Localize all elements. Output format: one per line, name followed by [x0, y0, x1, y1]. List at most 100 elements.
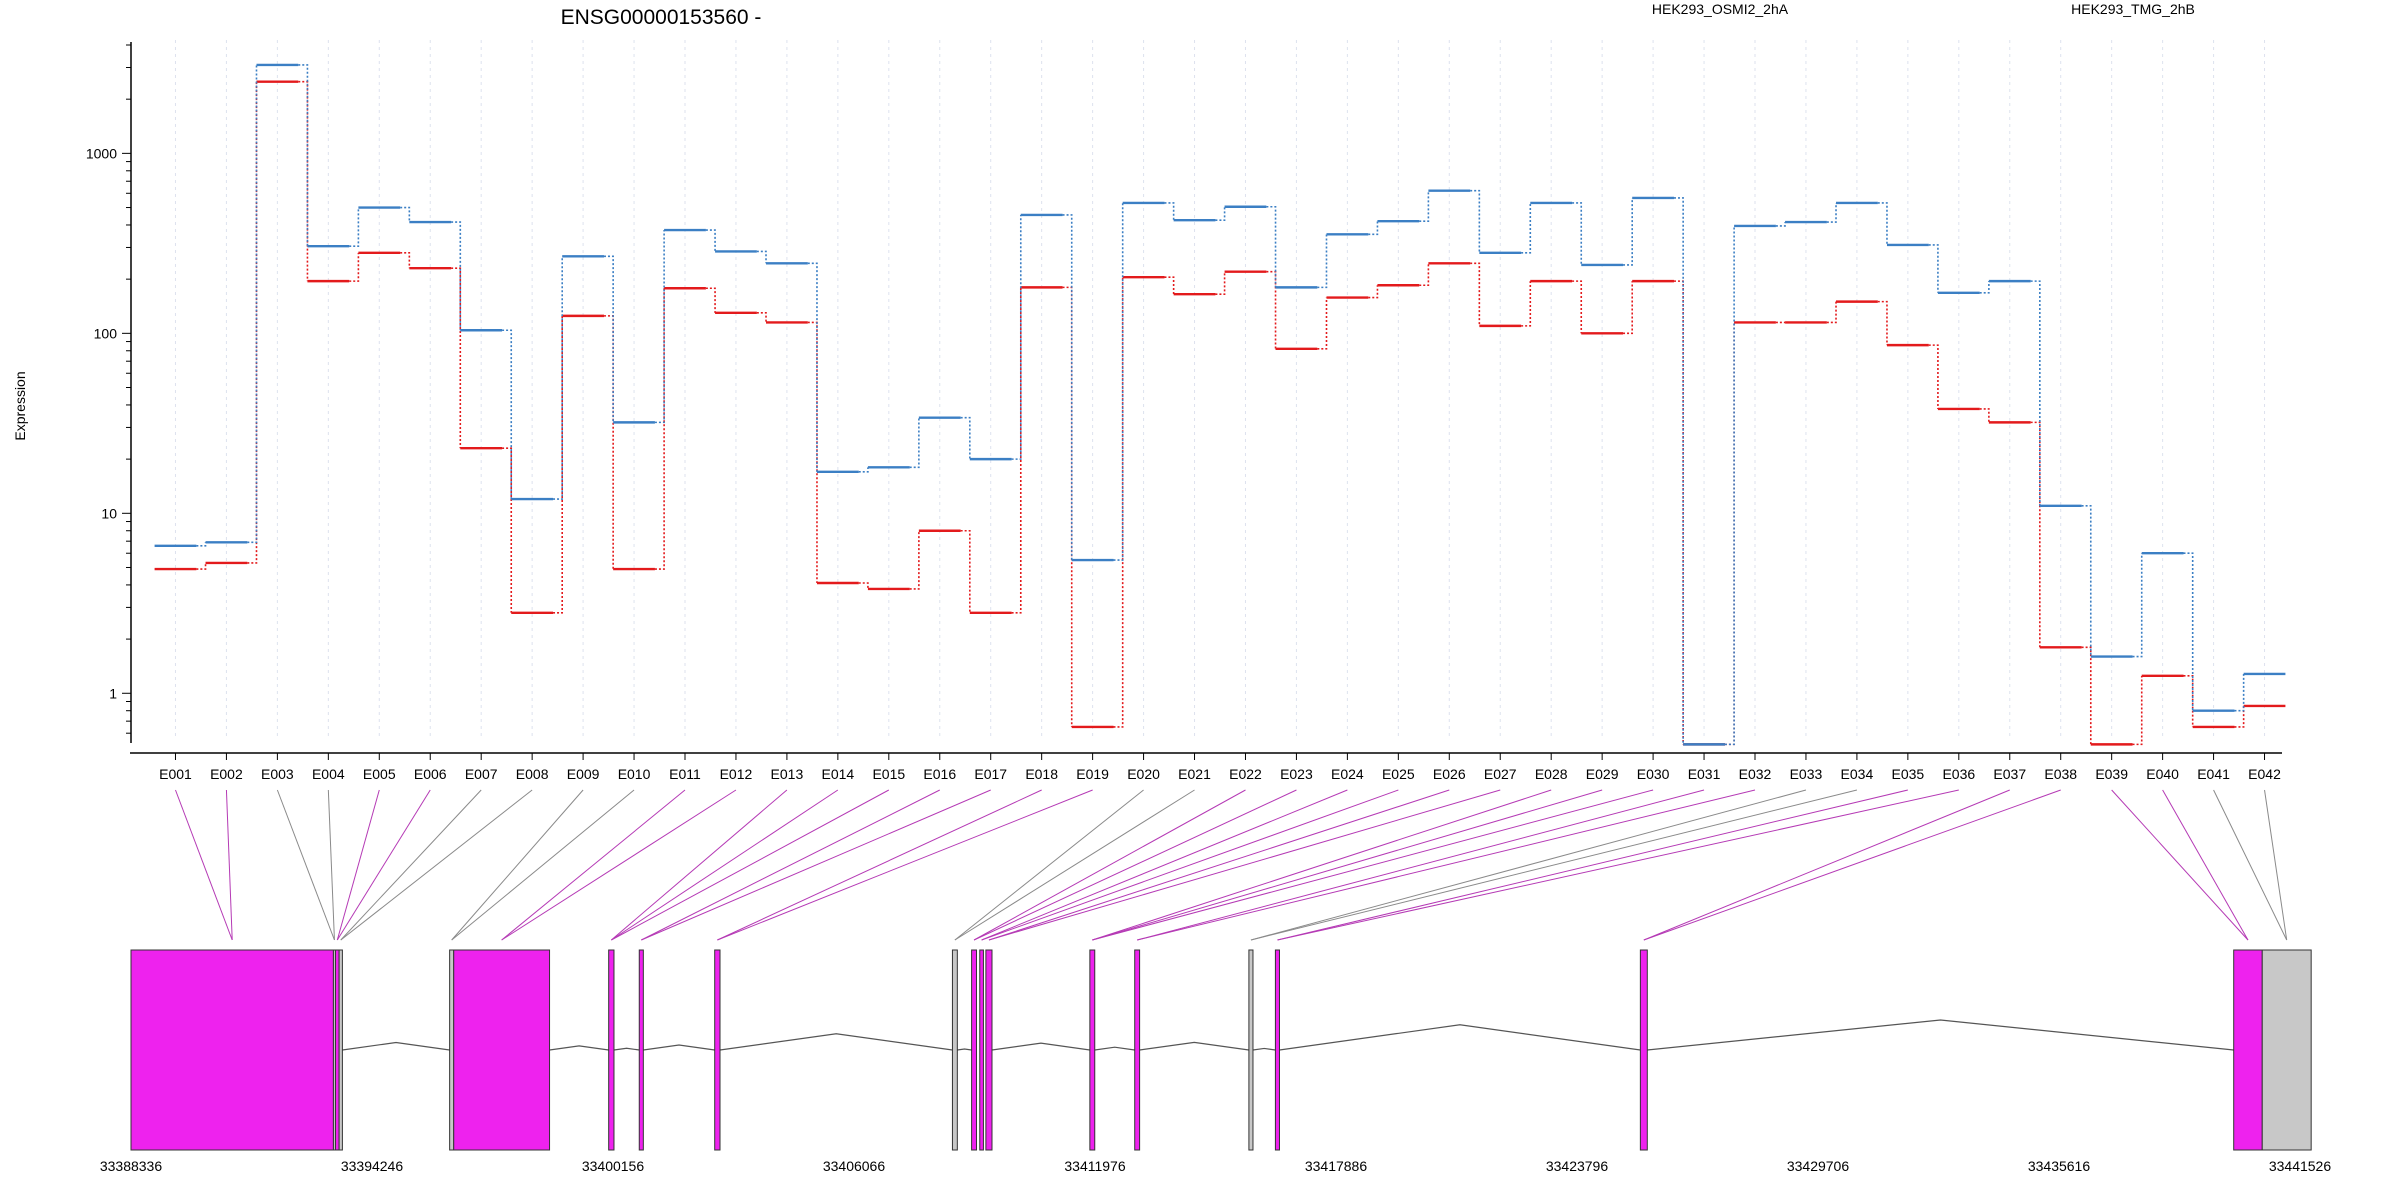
series-connector [1266, 270, 1277, 349]
x-tick-label: E038 [2044, 766, 2077, 782]
series-connector [654, 288, 665, 570]
exon-connector-line [641, 789, 991, 941]
coordinate-label: 33406066 [823, 1158, 886, 1174]
exon-block-differential [638, 949, 644, 1151]
series-connector [1572, 280, 1583, 334]
coordinate-label: 33429706 [1787, 1158, 1850, 1174]
series-connector [1877, 202, 1888, 245]
exon-connector-line [1137, 789, 1756, 941]
x-tick-label: E034 [1841, 766, 1874, 782]
vertical-gridlines [174, 40, 2266, 740]
x-tick-label: E024 [1331, 766, 1364, 782]
series-connector [2081, 646, 2092, 745]
exon-connector-line [981, 789, 1348, 941]
x-tick-label: E037 [1993, 766, 2026, 782]
exon-connector-line [1137, 789, 1705, 941]
series-connector [1215, 271, 1226, 295]
series-connector [705, 287, 716, 313]
series-connector [1572, 202, 1583, 265]
exon-block-differential [1274, 949, 1280, 1151]
coordinate-label: 33411976 [1064, 1158, 1125, 1174]
series-lines [154, 63, 2286, 746]
gene-model-track [130, 949, 2312, 1151]
exon-connector-line [954, 789, 1144, 941]
exon-connector-line [1643, 789, 2061, 941]
series-connector [1113, 202, 1124, 561]
chart-title: ENSG00000153560 - [561, 6, 762, 29]
exon-connector-line [981, 789, 1399, 941]
x-tick-label: E007 [465, 766, 498, 782]
exon-connector-line [225, 789, 233, 941]
x-tick-label: E023 [1280, 766, 1313, 782]
y-tick-label: 1 [109, 685, 117, 701]
exon-block-differential [979, 949, 984, 1151]
x-tick-label: E012 [720, 766, 753, 782]
series-connector [502, 447, 513, 613]
exon-block-differential [1134, 949, 1141, 1151]
exon-block-differential [985, 949, 993, 1151]
series-connector [400, 252, 411, 269]
genomic-coordinate-axis: 33388336 33394246 33400156 33406066 33411976… [100, 1158, 2332, 1174]
x-tick-label: E004 [312, 766, 345, 782]
x-tick-label: E025 [1382, 766, 1415, 782]
coordinate-label: 33423796 [1546, 1158, 1609, 1174]
intron-line [719, 1033, 953, 1051]
x-tick-label: E042 [2248, 766, 2281, 782]
exon-connector-line [451, 789, 584, 941]
exon-connector-line [641, 789, 940, 941]
exon-connector-line [2111, 789, 2249, 941]
exon-connector-line [276, 789, 335, 941]
series-connector [909, 530, 920, 590]
exon-block [951, 949, 958, 1151]
series-connector [1419, 190, 1430, 222]
coordinate-label: 33394246 [341, 1158, 404, 1174]
series-connector [2030, 421, 2041, 648]
coordinate-label: 33441526 [2269, 1158, 2332, 1174]
x-tick-label: E030 [1637, 766, 1670, 782]
exon-connector-line [1643, 789, 2010, 941]
exon-connector-line [1277, 789, 1908, 941]
series-connector [1470, 189, 1481, 253]
series-connector [1928, 244, 1939, 293]
series-connector [400, 206, 411, 223]
series-connector [1011, 214, 1022, 460]
series-connector [1724, 225, 1735, 746]
x-tick-label: E015 [872, 766, 905, 782]
intron-line [991, 1042, 1090, 1051]
exon-connector-line [2162, 789, 2249, 941]
legend-series-tmg: HEK293_TMG_2hB [2071, 1, 2195, 17]
series-connector [1368, 221, 1379, 236]
exon-connector-line [340, 789, 533, 941]
series-connector [298, 64, 309, 247]
exon-block [1248, 949, 1254, 1151]
series-connector [807, 262, 818, 472]
exon-connector-line [988, 789, 1501, 941]
exon-connector-line [1092, 789, 1552, 941]
series-connector [1623, 281, 1634, 335]
exon-connector-line [1277, 789, 1959, 941]
exon-connector-line [973, 789, 1297, 941]
x-tick-label: E008 [516, 766, 549, 782]
x-tick-label: E041 [2197, 766, 2230, 782]
series-connector [2030, 280, 2041, 506]
exon-block-differential [971, 949, 977, 1151]
intron-line [1252, 1047, 1276, 1051]
series-connector [2132, 675, 2143, 746]
x-tick-label: E002 [210, 766, 243, 782]
series-connector [247, 81, 258, 564]
series-connector [1062, 286, 1073, 727]
series-connector [196, 542, 207, 547]
exon-connector-line [973, 789, 1246, 941]
series-connector [960, 529, 971, 613]
x-tick-label: E010 [618, 766, 651, 782]
exon-connector-line [175, 789, 233, 941]
exon-block [449, 949, 455, 1151]
x-tick-label: E013 [771, 766, 804, 782]
coordinate-label: 33435616 [2028, 1158, 2091, 1174]
intron-line [1647, 1019, 2234, 1051]
y-tick-label: 100 [94, 325, 118, 341]
exon-block-differential [608, 949, 615, 1151]
series-connector [705, 229, 716, 252]
exon-block-differential [130, 949, 334, 1151]
exon-connector-line [327, 789, 335, 941]
